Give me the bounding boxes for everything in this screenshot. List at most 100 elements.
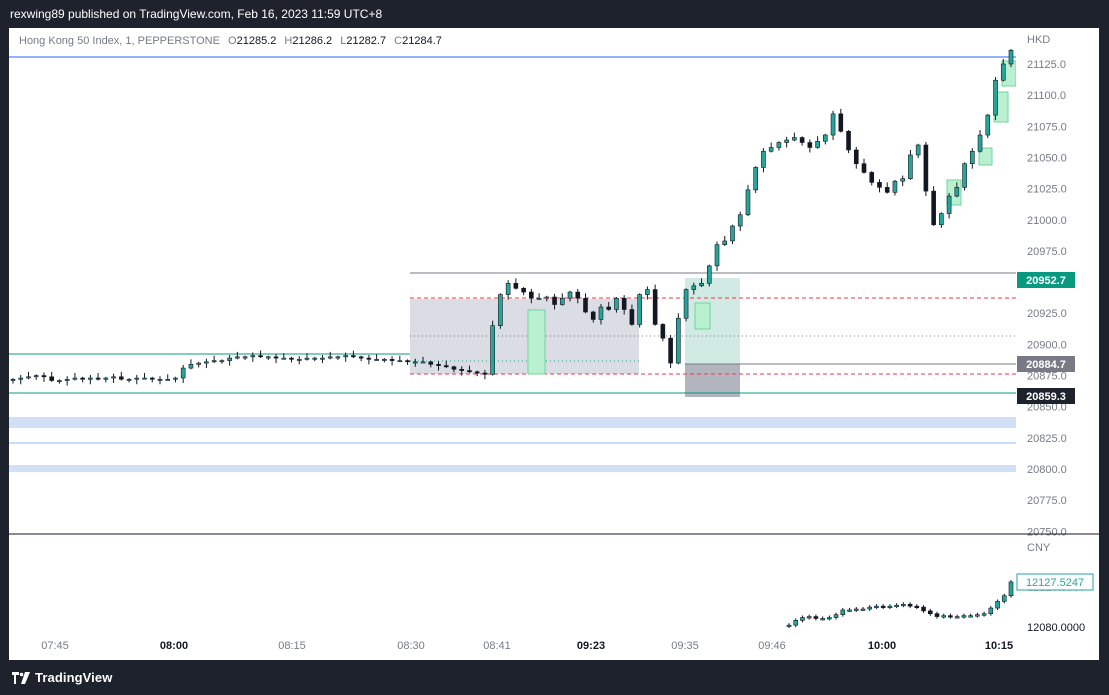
candle <box>490 320 495 376</box>
candle <box>722 235 728 246</box>
candle <box>660 323 666 342</box>
candle <box>892 179 898 196</box>
candle <box>970 148 975 169</box>
candle <box>165 374 171 381</box>
candle <box>312 356 318 362</box>
legend-low: 21282.7 <box>346 35 387 47</box>
candle <box>420 356 426 364</box>
price-tick-label: 20800.0 <box>1027 464 1067 476</box>
sub-candle <box>806 614 812 620</box>
sub-candle <box>988 606 994 616</box>
candle <box>529 288 534 304</box>
legend-close-label: C <box>394 35 403 47</box>
candle <box>575 288 581 304</box>
price-tag-dark: 20859.3 <box>1017 388 1075 404</box>
candle <box>869 171 875 186</box>
sub-candle <box>847 607 852 612</box>
candle <box>443 360 449 369</box>
candle <box>358 355 364 362</box>
candle <box>351 350 356 359</box>
sub-candle <box>948 613 953 619</box>
time-label: 09:46 <box>758 640 786 652</box>
price-tick-label: 21025.0 <box>1027 184 1067 196</box>
publisher-header: rexwing89 published on TradingView.com, … <box>0 0 1109 28</box>
candle <box>590 310 596 323</box>
price-axis[interactable]: HKD 21125.021100.021075.021050.021025.02… <box>1016 28 1099 538</box>
candle <box>923 141 929 197</box>
candle <box>559 293 565 306</box>
sub-candle <box>833 612 839 620</box>
candle <box>853 146 859 169</box>
candle <box>134 374 140 385</box>
candle <box>691 282 697 295</box>
sub-candle <box>927 608 933 616</box>
candle <box>668 335 673 369</box>
time-axis[interactable]: 07:45 08:00 08:15 08:30 08:41 09:23 09:35 09:46… <box>41 640 1013 652</box>
candle <box>513 278 519 290</box>
sub-candle <box>820 616 825 621</box>
green-box-4 <box>978 147 993 166</box>
drawings <box>9 56 1017 472</box>
candle <box>962 162 967 191</box>
candles <box>10 49 1014 386</box>
candle <box>838 108 844 133</box>
candle <box>567 290 573 302</box>
candle <box>95 373 101 381</box>
candle <box>784 136 789 148</box>
price-tick-label: 20850.0 <box>1027 402 1067 414</box>
sub-candle <box>874 604 879 610</box>
candle <box>180 364 186 384</box>
candle <box>614 297 619 313</box>
candle <box>119 371 124 381</box>
price-tick-label: 20975.0 <box>1027 246 1067 258</box>
candle <box>273 353 279 364</box>
candle <box>57 379 62 384</box>
candle <box>335 355 341 360</box>
sub-candle <box>907 602 913 609</box>
candle <box>799 136 805 146</box>
candle <box>931 186 936 226</box>
dark-zone <box>685 364 740 397</box>
time-label: 08:00 <box>160 640 188 652</box>
tradingview-logo-icon <box>12 671 30 684</box>
candle <box>536 293 542 300</box>
sub-axis[interactable]: CNY 12120.0000 12127.5247 12080.0000 <box>1016 542 1094 634</box>
candle <box>946 192 952 219</box>
publisher-text: rexwing89 published on TradingView.com, … <box>10 7 383 21</box>
candle <box>374 354 379 361</box>
sub-candle <box>914 604 920 610</box>
chart-frame[interactable]: HKD 21125.0 21100.0 21075.0 21050.0 21025.0 2… <box>9 28 1099 660</box>
candle <box>1008 49 1014 68</box>
candle <box>606 302 612 311</box>
sub-candle <box>1001 593 1007 604</box>
candle <box>204 358 209 369</box>
candle <box>753 166 758 193</box>
chart-canvas[interactable]: HKD 21125.021100.021075.021050.021025.02… <box>9 28 1099 660</box>
candle <box>768 142 774 153</box>
candle <box>103 376 109 383</box>
candle <box>498 293 503 329</box>
candle <box>80 376 85 383</box>
candle <box>1000 59 1006 82</box>
candle <box>157 376 163 385</box>
sub-candle <box>793 618 799 628</box>
candle <box>41 372 47 382</box>
price-ticks: 21125.0 21100.0 21075.0 21050.0 21025.0 21000… <box>1027 59 1067 538</box>
candle <box>915 143 921 159</box>
sub-candle <box>954 614 960 619</box>
candle <box>188 359 194 370</box>
price-tick-label: 20825.0 <box>1027 433 1067 445</box>
candle <box>737 211 743 231</box>
price-tag-green: 20952.7 <box>1017 272 1075 288</box>
candle <box>320 354 325 364</box>
candle <box>382 358 387 363</box>
legend-close: 21284.7 <box>402 35 442 47</box>
candle <box>72 373 78 381</box>
candle <box>652 284 658 326</box>
candle <box>552 293 557 310</box>
candle <box>792 132 797 142</box>
legend-open: 21285.2 <box>236 35 277 47</box>
candle <box>459 366 465 376</box>
candle <box>521 287 526 296</box>
candle <box>645 286 650 300</box>
